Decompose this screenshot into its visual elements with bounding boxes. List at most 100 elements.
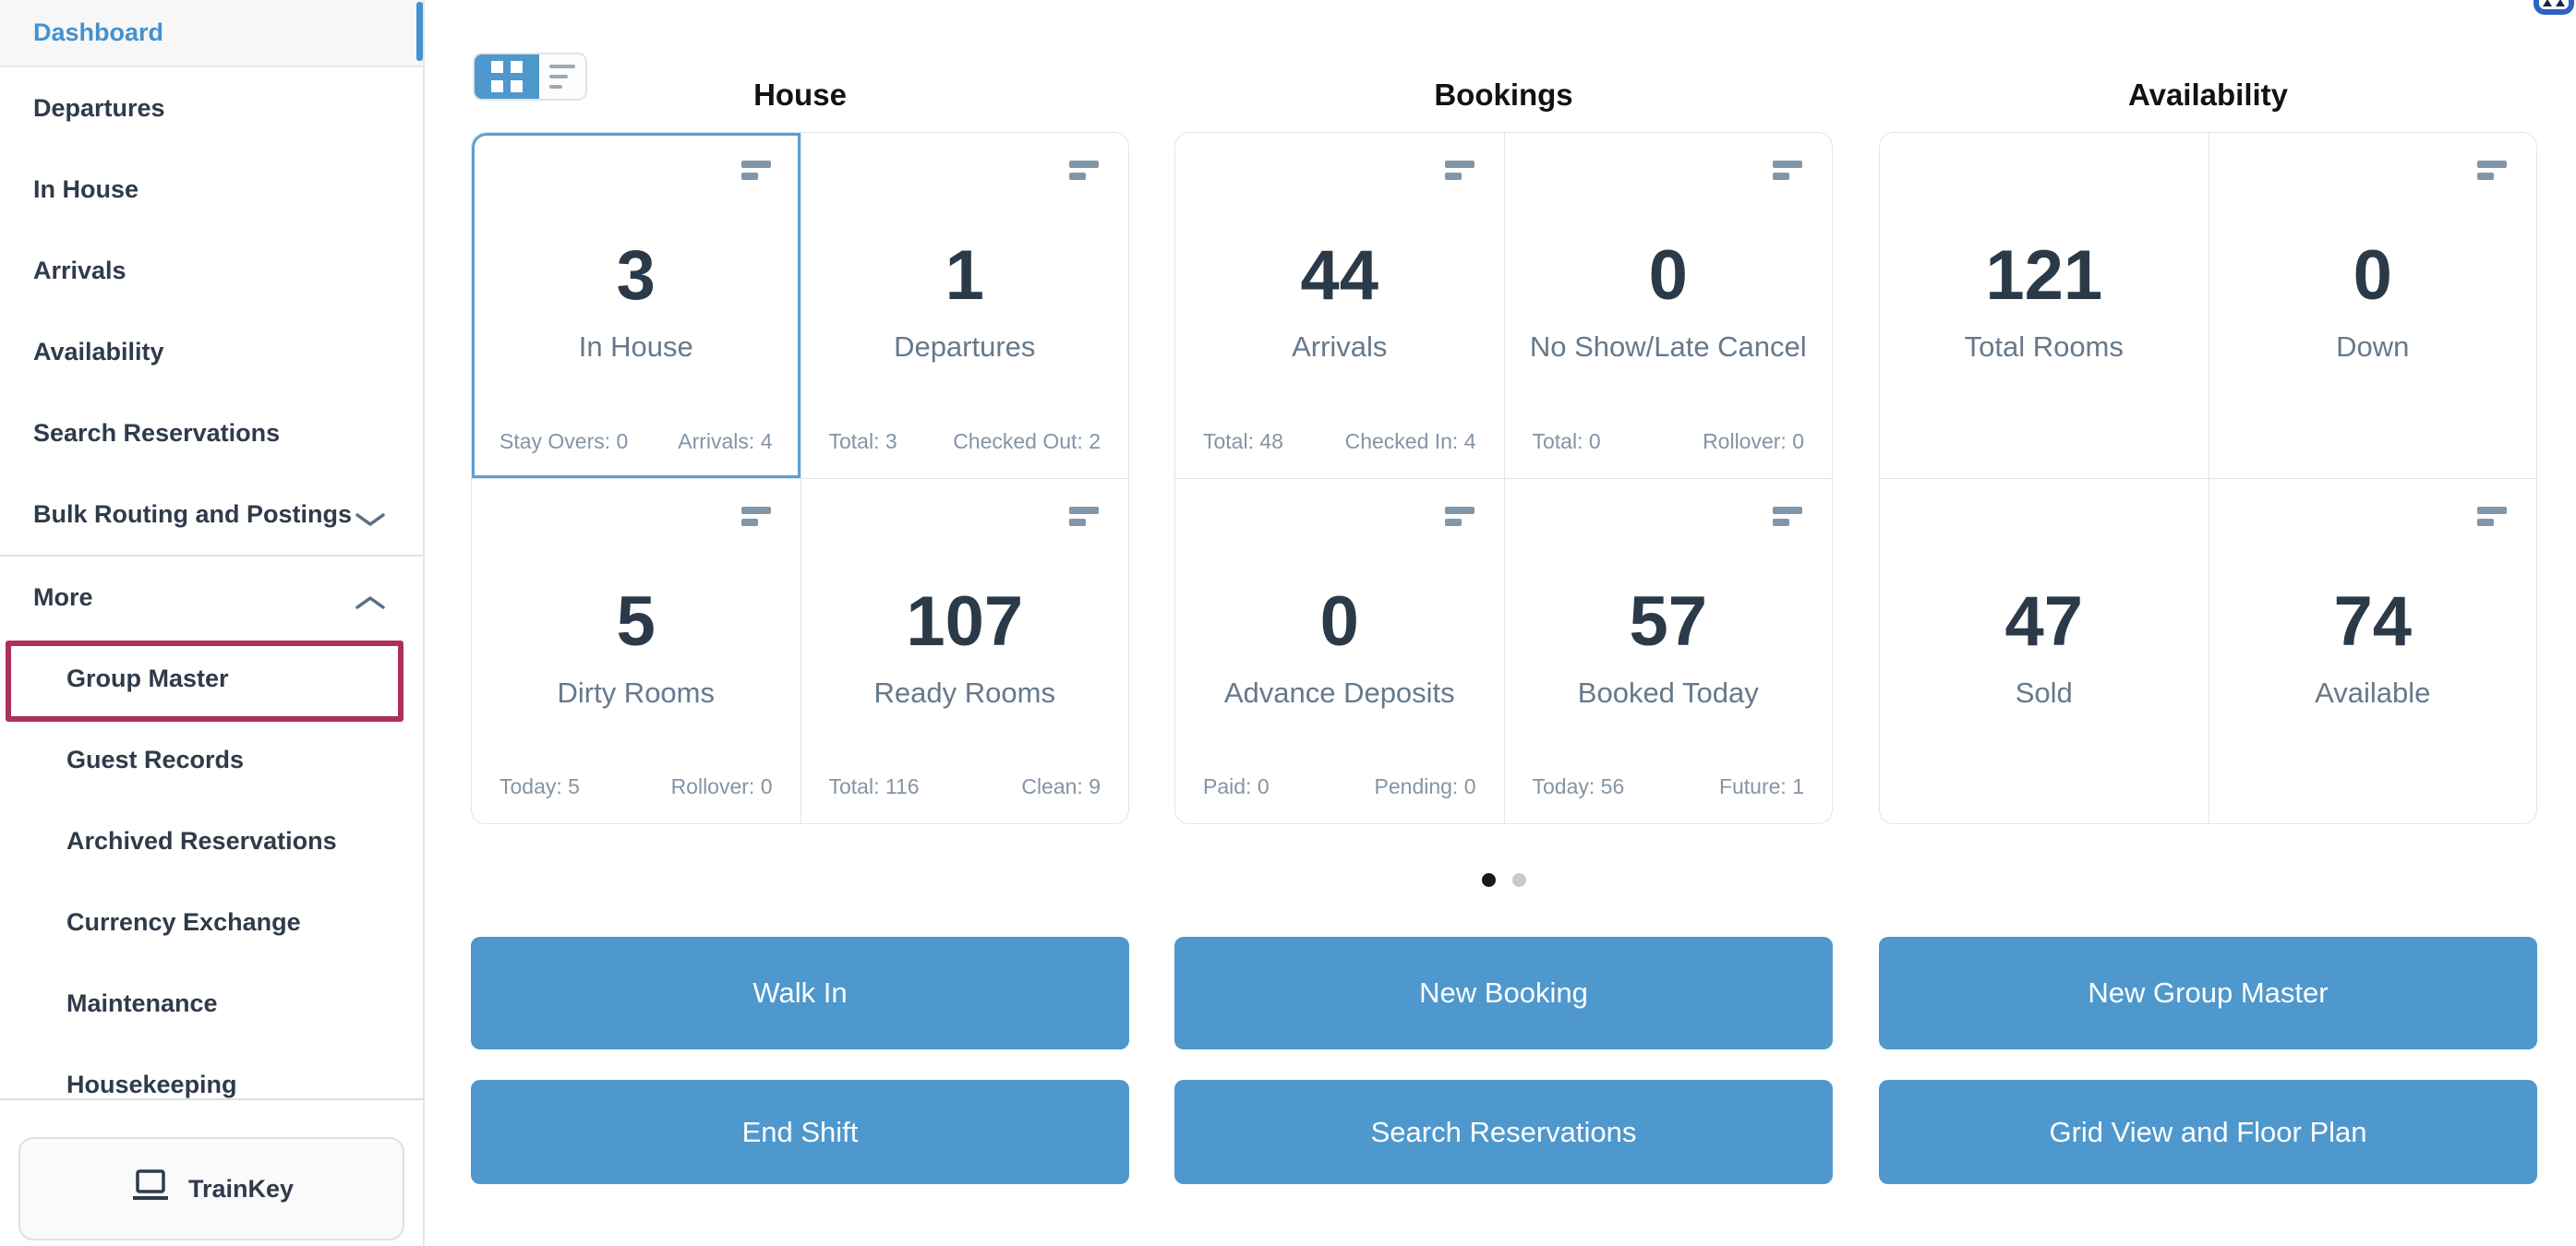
card-value: 3 [616,236,656,315]
card-value: 0 [1648,236,1688,315]
carousel-dots [471,873,2537,892]
sidebar-divider [0,1098,425,1100]
new-group-master-button[interactable]: New Group Master [1879,937,2537,1049]
card-value: 44 [1300,236,1379,315]
card-stat-left: Total: 48 [1203,429,1283,453]
grid-view-floor-plan-button[interactable]: Grid View and Floor Plan [1879,1080,2537,1184]
card-value: 107 [906,582,1024,661]
card-stat-left: Total: 116 [828,774,920,798]
bookings-panel: 44 Arrivals Total: 48 Checked In: 4 0 No… [1174,132,1833,824]
card-total-rooms[interactable]: 121 Total Rooms [1880,133,2209,478]
sidebar-item-housekeeping[interactable]: Housekeeping [0,1044,423,1125]
sidebar-item-label: Housekeeping [66,1070,237,1098]
card-booked-today[interactable]: 57 Booked Today Today: 56 Future: 1 [1503,478,1832,823]
card-value: 121 [1985,236,2103,315]
walk-in-button[interactable]: Walk In [471,937,1129,1049]
card-ready-rooms[interactable]: 107 Ready Rooms Total: 116 Clean: 9 [800,478,1128,823]
new-booking-button[interactable]: New Booking [1174,937,1833,1049]
card-value: 0 [2353,236,2392,315]
card-in-house[interactable]: 3 In House Stay Overs: 0 Arrivals: 4 [472,133,800,478]
card-label: Sold [2015,677,2073,709]
sidebar-item-label: Group Master [66,664,229,692]
search-reservations-button[interactable]: Search Reservations [1174,1080,1833,1184]
sidebar-item-label: Bulk Routing and Postings [33,499,352,528]
card-down[interactable]: 0 Down [2208,133,2537,478]
sidebar-item-label: Availability [33,337,164,365]
view-toggle [473,53,587,101]
card-advance-deposits[interactable]: 0 Advance Deposits Paid: 0 Pending: 0 [1175,478,1504,823]
card-departures[interactable]: 1 Departures Total: 3 Checked Out: 2 [800,133,1129,478]
corner-widget[interactable] [2534,0,2574,15]
availability-panel: 121 Total Rooms 0 Down 47 Sold 74 Availa… [1879,132,2537,824]
list-view-button[interactable] [539,54,585,99]
card-label: Advance Deposits [1223,677,1455,709]
card-stat-left: Today: 56 [1532,774,1625,798]
grid-view-button[interactable] [475,54,539,99]
sidebar-item-dashboard[interactable]: Dashboard [0,0,423,67]
card-stat-left: Stay Overs: 0 [500,429,629,453]
card-stat-right: Checked In: 4 [1344,429,1476,453]
card-value: 57 [1629,582,1708,661]
sidebar-item-archived-reservations[interactable]: Archived Reservations [0,800,423,881]
sidebar-item-availability[interactable]: Availability [0,311,423,392]
sidebar-item-in-house[interactable]: In House [0,149,423,230]
sidebar-item-more[interactable]: More [0,557,423,638]
sidebar-item-group-master[interactable]: Group Master [0,638,423,722]
sidebar-item-departures[interactable]: Departures [0,67,423,149]
trainkey-button[interactable]: TrainKey [18,1137,404,1240]
bookings-section-title: Bookings [1434,78,1573,113]
summary-lines-icon [2477,507,2507,527]
sidebar-item-label: Currency Exchange [66,907,301,936]
card-label: Ready Rooms [873,677,1055,709]
card-available[interactable]: 74 Available [2208,478,2536,823]
card-dirty-rooms[interactable]: 5 Dirty Rooms Today: 5 Rollover: 0 [472,478,800,823]
house-section-title: House [753,78,847,113]
availability-section-title: Availability [2127,78,2288,113]
card-value: 0 [1319,582,1359,661]
card-stat-right: Rollover: 0 [1703,429,1804,453]
card-label: Booked Today [1577,677,1759,709]
sidebar: Dashboard Departures In House Arrivals A… [0,0,425,1246]
sidebar-item-bulk-routing-and-postings[interactable]: Bulk Routing and Postings [0,473,423,555]
grid-icon [491,61,523,92]
card-label: Arrivals [1292,330,1388,363]
sidebar-item-label: Departures [33,93,165,122]
card-value: 5 [616,582,656,661]
card-stat-right: Rollover: 0 [670,774,773,798]
laptop-icon [129,1168,172,1210]
summary-lines-icon [1069,161,1099,181]
sidebar-item-currency-exchange[interactable]: Currency Exchange [0,881,423,963]
carousel-dot-1[interactable] [1481,873,1496,887]
carousel-dot-2[interactable] [1512,873,1527,887]
card-label: Available [2315,677,2431,709]
summary-lines-icon [2477,161,2507,181]
summary-lines-icon [1773,507,1802,527]
card-stat-right: Future: 1 [1718,774,1804,798]
sidebar-item-arrivals[interactable]: Arrivals [0,230,423,311]
sidebar-item-search-reservations[interactable]: Search Reservations [0,392,423,473]
end-shift-button[interactable]: End Shift [471,1080,1129,1184]
active-indicator [416,2,423,61]
card-value: 47 [2004,582,2084,661]
card-no-show-late-cancel[interactable]: 0 No Show/Late Cancel Total: 0 Rollover:… [1503,133,1833,478]
chevron-up-icon [355,589,386,609]
card-label: Dirty Rooms [557,677,715,709]
card-label: No Show/Late Cancel [1529,330,1807,363]
summary-lines-icon [740,161,771,181]
card-label: Total Rooms [1964,330,2124,363]
sidebar-item-label: Maintenance [66,988,218,1017]
card-stat-right: Arrivals: 4 [678,429,773,453]
sidebar-item-label: Arrivals [33,256,126,284]
card-arrivals[interactable]: 44 Arrivals Total: 48 Checked In: 4 [1175,133,1504,478]
card-stat-right: Checked Out: 2 [953,429,1101,453]
card-stat-right: Pending: 0 [1374,774,1476,798]
card-value: 1 [945,236,984,315]
sidebar-item-maintenance[interactable]: Maintenance [0,963,423,1044]
sidebar-item-guest-records[interactable]: Guest Records [0,719,423,800]
card-sold[interactable]: 47 Sold [1880,478,2209,823]
summary-lines-icon [1069,507,1099,527]
card-label: Departures [894,330,1036,363]
summary-lines-icon [1773,161,1802,181]
house-panel: 3 In House Stay Overs: 0 Arrivals: 4 1 D… [471,132,1129,824]
card-label: Down [2336,330,2410,363]
